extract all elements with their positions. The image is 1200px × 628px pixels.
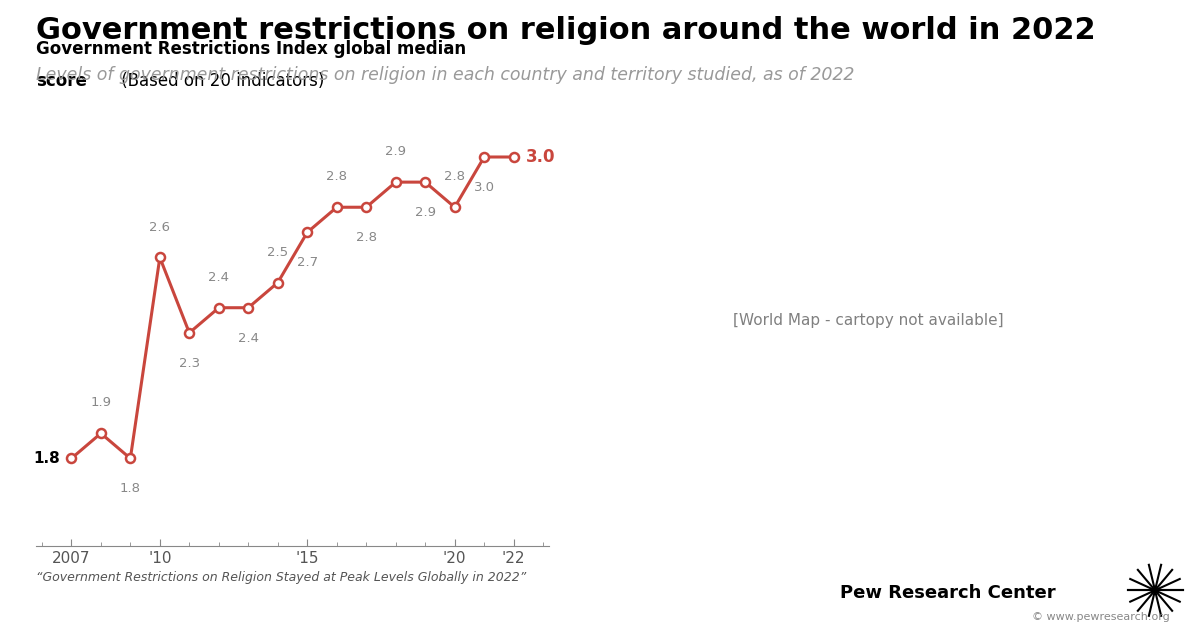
Text: 2.8: 2.8 bbox=[355, 231, 377, 244]
Text: “Government Restrictions on Religion Stayed at Peak Levels Globally in 2022”: “Government Restrictions on Religion Sta… bbox=[36, 571, 527, 585]
Text: © www.pewresearch.org: © www.pewresearch.org bbox=[1032, 612, 1170, 622]
Text: Levels of government restrictions on religion in each country and territory stud: Levels of government restrictions on rel… bbox=[36, 66, 854, 84]
Text: 2.9: 2.9 bbox=[415, 206, 436, 219]
Text: 2.9: 2.9 bbox=[385, 145, 407, 158]
Text: [World Map - cartopy not available]: [World Map - cartopy not available] bbox=[733, 313, 1003, 328]
Text: score: score bbox=[36, 72, 86, 90]
Text: 3.0: 3.0 bbox=[526, 148, 554, 166]
Text: 2.5: 2.5 bbox=[268, 246, 288, 259]
Text: 2.8: 2.8 bbox=[444, 170, 466, 183]
Text: 2.3: 2.3 bbox=[179, 357, 200, 370]
Text: 2.8: 2.8 bbox=[326, 170, 347, 183]
Text: (Based on 20 indicators): (Based on 20 indicators) bbox=[115, 72, 324, 90]
Text: 1.9: 1.9 bbox=[90, 396, 112, 409]
Text: 2.6: 2.6 bbox=[149, 220, 170, 234]
Text: Pew Research Center: Pew Research Center bbox=[840, 584, 1056, 602]
Text: Government restrictions on religion around the world in 2022: Government restrictions on religion arou… bbox=[36, 16, 1096, 45]
Text: 2.4: 2.4 bbox=[238, 332, 259, 345]
Text: 1.8: 1.8 bbox=[32, 451, 60, 466]
Text: 3.0: 3.0 bbox=[474, 181, 494, 194]
Text: 2.7: 2.7 bbox=[296, 256, 318, 269]
Text: Government Restrictions Index global median: Government Restrictions Index global med… bbox=[36, 40, 466, 58]
Text: 1.8: 1.8 bbox=[120, 482, 140, 495]
Text: 2.4: 2.4 bbox=[209, 271, 229, 284]
